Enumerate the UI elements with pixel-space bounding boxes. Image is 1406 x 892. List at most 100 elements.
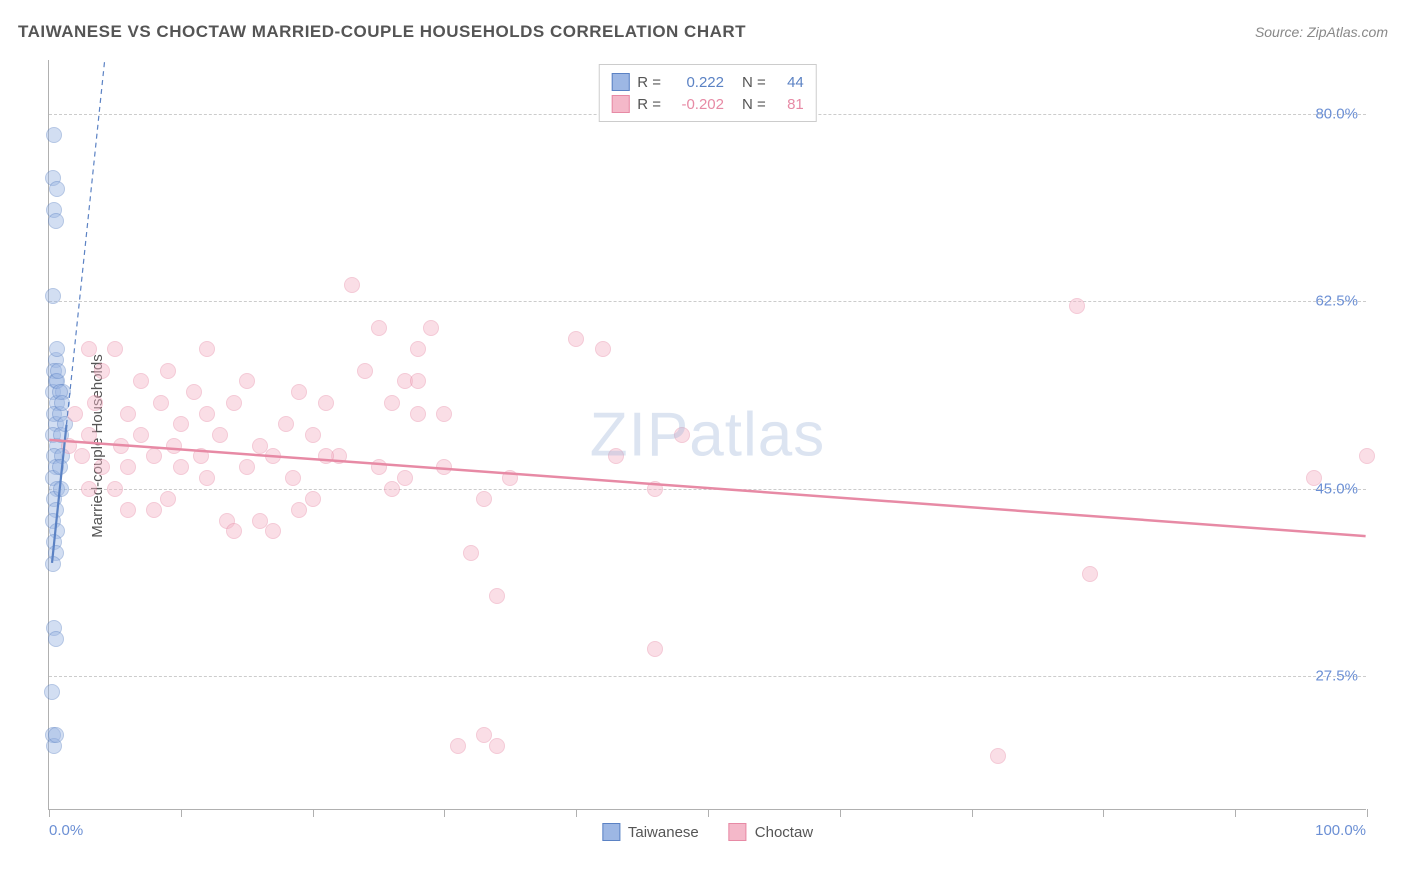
data-point bbox=[48, 727, 64, 743]
data-point bbox=[291, 502, 307, 518]
legend-row-taiwanese: R = 0.222 N = 44 bbox=[611, 71, 804, 93]
data-point bbox=[410, 406, 426, 422]
y-tick-label: 27.5% bbox=[1315, 668, 1358, 685]
data-point bbox=[344, 277, 360, 293]
trend-lines-overlay bbox=[49, 60, 1366, 809]
data-point bbox=[107, 341, 123, 357]
data-point bbox=[45, 556, 61, 572]
data-point bbox=[476, 491, 492, 507]
x-axis-start-label: 0.0% bbox=[49, 822, 83, 839]
data-point bbox=[674, 427, 690, 443]
gridline bbox=[49, 489, 1366, 490]
data-point bbox=[305, 427, 321, 443]
data-point bbox=[81, 341, 97, 357]
x-tick bbox=[313, 809, 314, 817]
data-point bbox=[45, 288, 61, 304]
y-tick-label: 45.0% bbox=[1315, 480, 1358, 497]
data-point bbox=[120, 406, 136, 422]
chart-header: TAIWANESE VS CHOCTAW MARRIED-COUPLE HOUS… bbox=[18, 22, 1388, 42]
x-tick bbox=[1103, 809, 1104, 817]
data-point bbox=[990, 748, 1006, 764]
data-point bbox=[173, 416, 189, 432]
data-point bbox=[81, 427, 97, 443]
data-point bbox=[107, 481, 123, 497]
gridline bbox=[49, 676, 1366, 677]
r-label: R = bbox=[637, 96, 661, 113]
y-tick-label: 62.5% bbox=[1315, 293, 1358, 310]
data-point bbox=[384, 481, 400, 497]
data-point bbox=[371, 320, 387, 336]
data-point bbox=[166, 438, 182, 454]
data-point bbox=[226, 523, 242, 539]
data-point bbox=[186, 384, 202, 400]
data-point bbox=[489, 588, 505, 604]
data-point bbox=[423, 320, 439, 336]
legend-swatch-icon bbox=[602, 823, 620, 841]
data-point bbox=[265, 523, 281, 539]
legend-swatch-taiwanese bbox=[611, 73, 629, 91]
source-attribution: Source: ZipAtlas.com bbox=[1255, 24, 1388, 40]
data-point bbox=[239, 373, 255, 389]
data-point bbox=[160, 491, 176, 507]
r-label: R = bbox=[637, 74, 661, 91]
data-point bbox=[463, 545, 479, 561]
x-tick bbox=[708, 809, 709, 817]
data-point bbox=[318, 448, 334, 464]
data-point bbox=[74, 448, 90, 464]
gridline bbox=[49, 301, 1366, 302]
data-point bbox=[153, 395, 169, 411]
data-point bbox=[647, 641, 663, 657]
correlation-legend: R = 0.222 N = 44 R = -0.202 N = 81 bbox=[598, 64, 817, 122]
data-point bbox=[49, 341, 65, 357]
n-value-choctaw: 81 bbox=[774, 96, 804, 113]
data-point bbox=[1082, 566, 1098, 582]
x-tick bbox=[1367, 809, 1368, 817]
data-point bbox=[568, 331, 584, 347]
data-point bbox=[133, 427, 149, 443]
data-point bbox=[595, 341, 611, 357]
data-point bbox=[53, 481, 69, 497]
legend-label: Taiwanese bbox=[628, 824, 699, 841]
data-point bbox=[48, 631, 64, 647]
data-point bbox=[52, 459, 68, 475]
data-point bbox=[1306, 470, 1322, 486]
data-point bbox=[94, 459, 110, 475]
data-point bbox=[173, 459, 189, 475]
plot-area: ZIPatlas R = 0.222 N = 44 R = -0.202 N =… bbox=[48, 60, 1366, 810]
data-point bbox=[87, 395, 103, 411]
legend-label: Choctaw bbox=[755, 824, 813, 841]
legend-item-choctaw: Choctaw bbox=[729, 823, 813, 841]
n-value-taiwanese: 44 bbox=[774, 74, 804, 91]
data-point bbox=[49, 181, 65, 197]
data-point bbox=[120, 502, 136, 518]
data-point bbox=[291, 384, 307, 400]
data-point bbox=[608, 448, 624, 464]
data-point bbox=[265, 448, 281, 464]
data-point bbox=[146, 502, 162, 518]
data-point bbox=[285, 470, 301, 486]
r-value-choctaw: -0.202 bbox=[669, 96, 724, 113]
data-point bbox=[436, 406, 452, 422]
data-point bbox=[199, 470, 215, 486]
data-point bbox=[410, 341, 426, 357]
data-point bbox=[239, 459, 255, 475]
x-tick bbox=[1235, 809, 1236, 817]
data-point bbox=[371, 459, 387, 475]
data-point bbox=[133, 373, 149, 389]
data-point bbox=[226, 395, 242, 411]
data-point bbox=[94, 363, 110, 379]
data-point bbox=[120, 459, 136, 475]
data-point bbox=[1069, 298, 1085, 314]
legend-item-taiwanese: Taiwanese bbox=[602, 823, 699, 841]
data-point bbox=[1359, 448, 1375, 464]
data-point bbox=[160, 363, 176, 379]
x-tick bbox=[972, 809, 973, 817]
data-point bbox=[44, 684, 60, 700]
legend-row-choctaw: R = -0.202 N = 81 bbox=[611, 93, 804, 115]
n-label: N = bbox=[742, 74, 766, 91]
data-point bbox=[48, 213, 64, 229]
data-point bbox=[278, 416, 294, 432]
data-point bbox=[647, 481, 663, 497]
data-point bbox=[318, 395, 334, 411]
x-tick bbox=[444, 809, 445, 817]
